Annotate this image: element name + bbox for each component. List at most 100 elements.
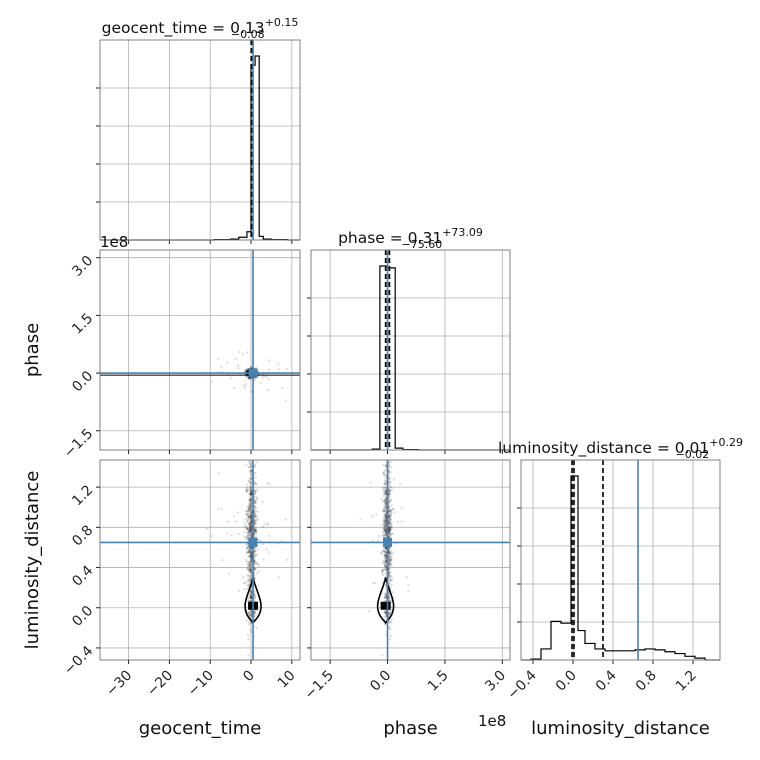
sample-point <box>389 481 392 484</box>
sample-point <box>249 525 252 529</box>
sample-point <box>249 515 253 519</box>
sample-point <box>248 567 251 570</box>
sample-point <box>247 550 250 554</box>
sample-point <box>405 576 408 579</box>
sample-point <box>250 484 253 487</box>
sample-point <box>384 522 388 526</box>
sample-point <box>246 483 249 486</box>
sample-point <box>383 509 387 513</box>
sample-point <box>384 501 388 504</box>
sample-point <box>253 465 256 468</box>
scatter-points <box>205 460 289 657</box>
sample-point <box>250 516 253 519</box>
sample-point <box>245 368 248 371</box>
sample-point <box>248 561 251 565</box>
sample-point <box>382 486 386 489</box>
sample-point <box>376 539 380 543</box>
sample-point <box>249 498 252 501</box>
sample-point <box>244 581 247 585</box>
sample-point <box>381 569 385 572</box>
sample-point <box>389 559 393 562</box>
sample-point <box>250 570 253 573</box>
sample-point <box>389 570 392 574</box>
sample-point <box>262 558 265 561</box>
sample-point <box>265 375 268 379</box>
sample-point <box>248 580 251 584</box>
sample-point <box>247 564 250 568</box>
sample-point <box>250 563 253 566</box>
sample-point <box>245 619 248 622</box>
sample-point <box>245 537 248 541</box>
sample-point <box>285 367 289 371</box>
sample-point <box>380 498 383 501</box>
sample-point <box>249 528 253 532</box>
sample-point <box>381 560 385 564</box>
sample-point <box>387 554 391 558</box>
sample-point <box>384 513 387 517</box>
sample-point <box>237 367 240 370</box>
sample-point <box>388 564 391 567</box>
sample-point <box>389 550 393 553</box>
sample-point <box>382 547 386 551</box>
sample-point <box>253 378 256 382</box>
sample-point <box>388 509 392 512</box>
sample-point <box>277 363 280 366</box>
sample-point <box>382 491 386 494</box>
sample-point <box>384 506 387 509</box>
sample-point <box>205 527 209 530</box>
sample-point <box>245 552 248 555</box>
sample-point <box>254 527 258 530</box>
sample-point <box>248 522 252 525</box>
sample-point <box>384 502 388 505</box>
sample-point <box>246 550 249 554</box>
sample-point <box>244 386 247 389</box>
sample-point <box>248 502 252 505</box>
sample-point <box>247 611 251 615</box>
sample-point <box>248 613 251 617</box>
sample-point <box>217 472 221 475</box>
sample-point <box>380 552 383 555</box>
sample-point <box>249 552 252 555</box>
x-tick-label: −30 <box>103 668 135 700</box>
sample-point <box>253 550 257 553</box>
sample-point <box>255 532 258 536</box>
sample-point <box>249 549 252 553</box>
sample-point <box>246 527 249 530</box>
sample-point <box>384 558 387 561</box>
sample-point <box>248 529 251 532</box>
sample-point <box>248 470 251 473</box>
sample-point <box>383 553 387 557</box>
sample-point <box>226 532 229 535</box>
sample-point <box>388 546 391 550</box>
sample-point <box>249 522 252 525</box>
sample-point <box>247 377 251 380</box>
sample-point <box>398 483 402 486</box>
sample-point <box>249 492 252 495</box>
sample-point <box>384 502 388 505</box>
sample-point <box>249 499 252 502</box>
sample-point <box>390 466 393 469</box>
sample-point <box>257 518 260 521</box>
sample-point <box>383 521 386 524</box>
sample-point <box>267 551 270 554</box>
sample-point <box>256 488 259 491</box>
sample-point <box>277 576 280 579</box>
sample-point <box>253 529 256 532</box>
sample-point <box>389 513 393 516</box>
sample-point <box>261 525 265 529</box>
sample-point <box>254 550 257 553</box>
sample-point <box>254 523 257 526</box>
sample-point <box>383 517 386 520</box>
sample-point <box>388 464 391 467</box>
sample-point <box>390 525 393 529</box>
x-tick-label: 10 <box>275 668 299 692</box>
sample-point <box>253 593 256 597</box>
sample-point <box>248 569 251 572</box>
sample-point <box>238 589 241 593</box>
sample-point <box>248 528 252 532</box>
sample-point <box>248 577 252 581</box>
sample-point <box>245 560 249 563</box>
sample-point <box>384 473 387 477</box>
sample-point <box>384 486 387 489</box>
sample-point <box>266 521 269 525</box>
